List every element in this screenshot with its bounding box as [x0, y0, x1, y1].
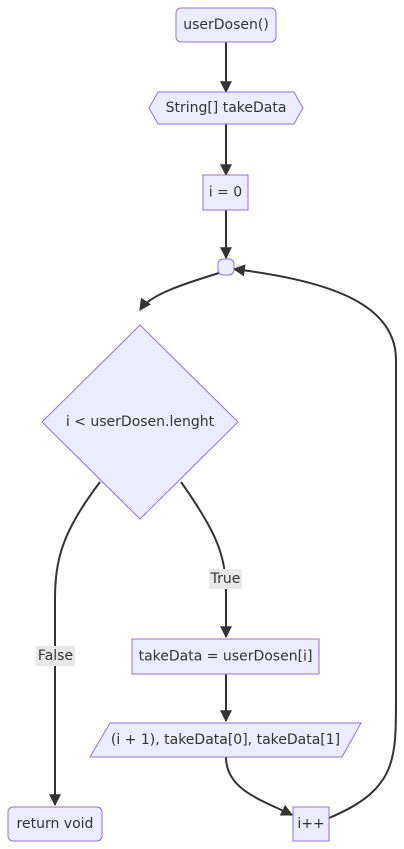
edge-label-true: True [209, 569, 242, 589]
svg-text:(i + 1), takeData[0], takeData: (i + 1), takeData[0], takeData[1] [111, 732, 340, 748]
svg-text:False: False [38, 648, 73, 664]
edge-condition-false [49, 481, 101, 807]
node-output: (i + 1), takeData[0], takeData[1] [89, 722, 362, 758]
node-end: return void [7, 806, 103, 842]
edge-label-false: False [36, 646, 75, 666]
svg-text:i = 0: i = 0 [209, 185, 242, 201]
edge-junction-to-condition [139, 272, 220, 311]
node-junction [217, 258, 235, 276]
svg-text:True: True [210, 571, 241, 587]
node-start: userDosen() [175, 7, 277, 43]
node-init: i = 0 [202, 174, 249, 211]
svg-text:String[] takeData: String[] takeData [166, 100, 287, 116]
edge-increment-loop-back [232, 264, 397, 819]
edge-output-to-increment [225, 756, 294, 816]
svg-text:i < userDosen.lenght: i < userDosen.lenght [66, 414, 215, 430]
svg-text:i++: i++ [297, 816, 324, 832]
edge-condition-true [180, 481, 232, 639]
node-condition: i < userDosen.lenght [41, 324, 239, 520]
node-assign: takeData = userDosen[i] [131, 638, 320, 675]
node-increment: i++ [292, 806, 330, 842]
node-declare: String[] takeData [148, 91, 304, 125]
svg-text:userDosen(): userDosen() [183, 17, 269, 33]
svg-text:return void: return void [17, 816, 94, 832]
svg-text:takeData = userDosen[i]: takeData = userDosen[i] [139, 649, 313, 665]
